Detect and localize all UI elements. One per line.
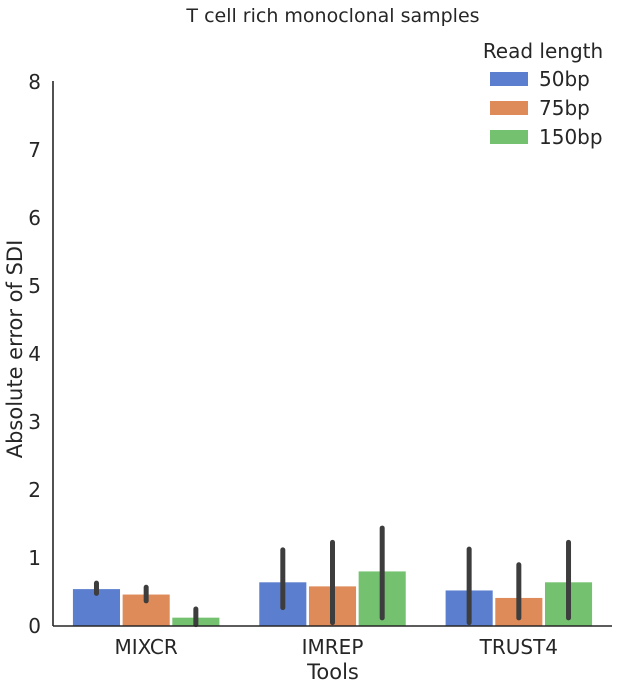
legend-swatch-50bp <box>490 72 528 86</box>
legend-label-150bp: 150bp <box>539 125 603 149</box>
y-tick-label: 4 <box>28 342 41 366</box>
y-tick-label: 3 <box>28 410 41 434</box>
x-ticks: MIXCR IMREP TRUST4 <box>115 635 558 659</box>
y-tick-label: 0 <box>28 614 41 638</box>
y-tick-label: 7 <box>28 138 41 162</box>
legend-swatch-150bp <box>490 130 528 144</box>
legend-label-75bp: 75bp <box>539 96 590 120</box>
y-tick-label: 5 <box>28 274 41 298</box>
error-bars-layer <box>93 525 572 628</box>
y-tick-label: 2 <box>28 478 41 502</box>
legend-label-50bp: 50bp <box>539 67 590 91</box>
y-tick-label: 8 <box>28 70 41 94</box>
chart-title: T cell rich monoclonal samples <box>185 5 479 27</box>
x-tick-label: TRUST4 <box>479 635 558 659</box>
y-ticks: 0 1 2 3 4 5 6 7 8 <box>28 70 41 638</box>
y-tick-label: 1 <box>28 546 41 570</box>
legend: Read length 50bp 75bp 150bp <box>483 39 603 149</box>
x-axis-label: Tools <box>306 660 359 684</box>
x-tick-label: MIXCR <box>115 635 178 659</box>
y-tick-label: 6 <box>28 206 41 230</box>
x-tick-label: IMREP <box>302 635 364 659</box>
legend-swatch-75bp <box>490 101 528 115</box>
legend-title: Read length <box>483 39 603 63</box>
y-axis-label: Absolute error of SDI <box>3 240 27 459</box>
